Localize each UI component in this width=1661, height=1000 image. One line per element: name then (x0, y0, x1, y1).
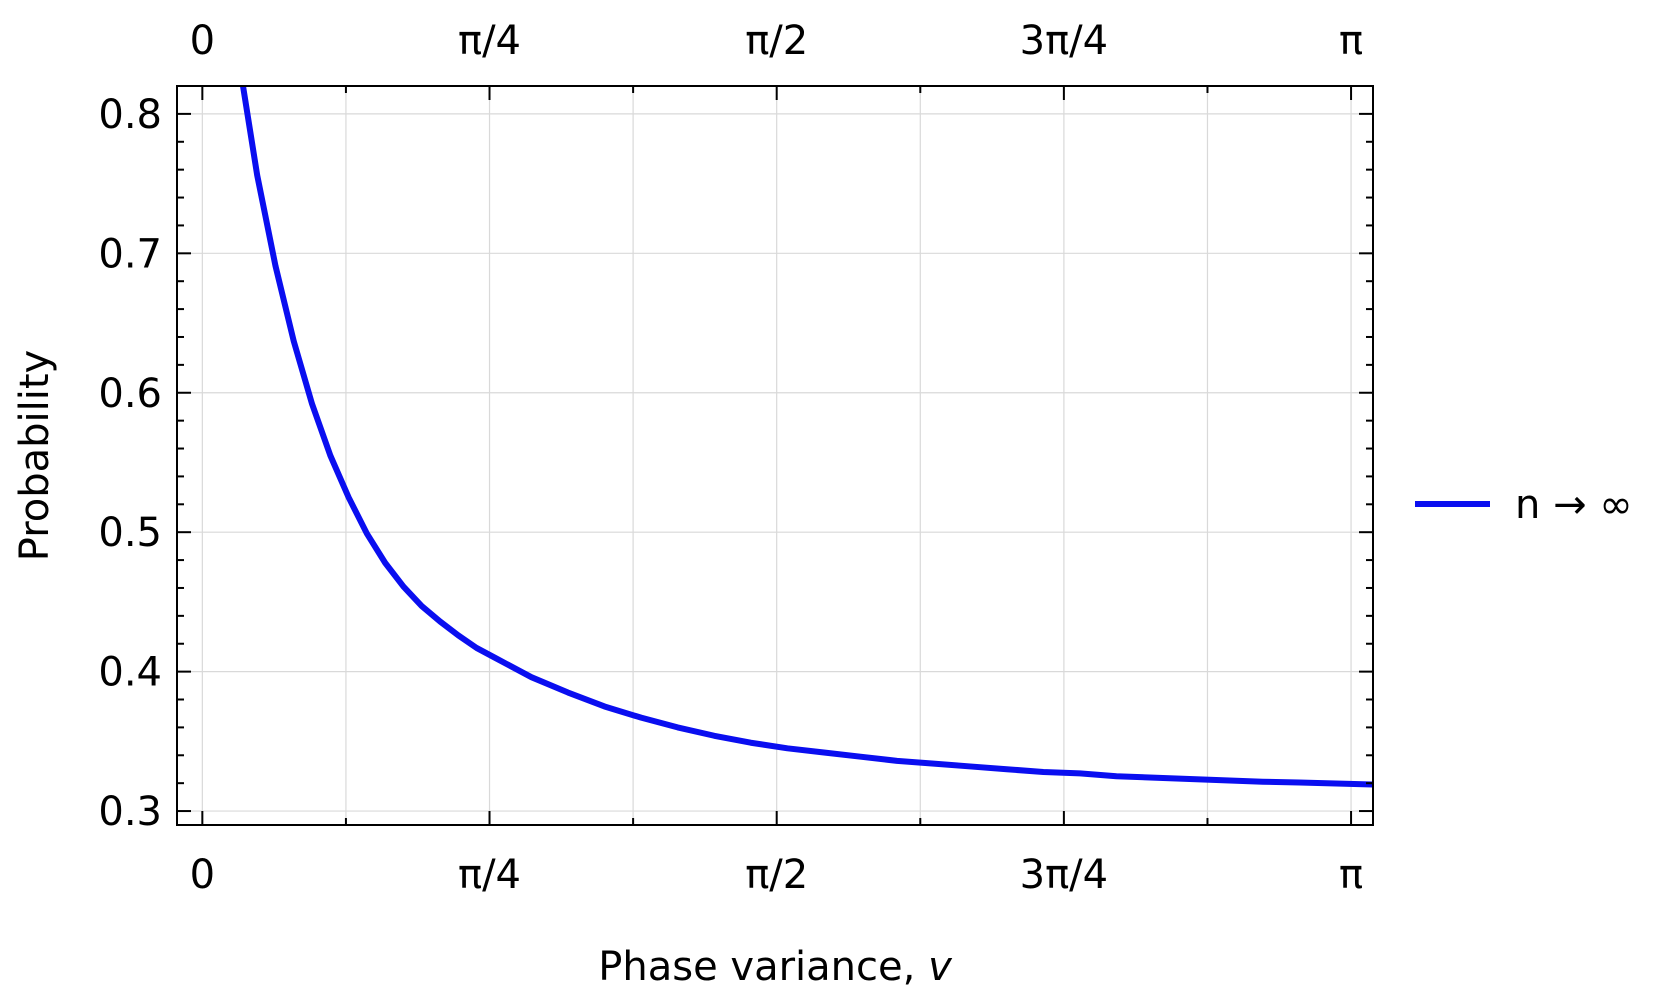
y-tick-label: 0.7 (98, 231, 162, 277)
y-tick-label: 0.8 (98, 92, 162, 138)
legend-label: n → ∞ (1515, 482, 1633, 528)
y-tick-label: 0.5 (98, 510, 162, 556)
series-layer (239, 86, 1373, 788)
x-tick-label-top: π/2 (745, 18, 808, 64)
y-tick-label: 0.3 (98, 789, 162, 835)
x-tick-label: 3π/4 (1020, 852, 1108, 898)
x-tick-label: π (1339, 852, 1363, 898)
x-tick-label: π/2 (745, 852, 808, 898)
legend: n → ∞ (1415, 482, 1633, 528)
y-axis-title: Probability (12, 350, 58, 561)
x-tick-label: 0 (190, 852, 215, 898)
x-axis-title-text: Phase variance, (598, 944, 928, 990)
x-tick-label-top: π (1339, 18, 1363, 64)
x-tick-label-top: π/4 (458, 18, 521, 64)
x-axis-title: Phase variance, v (598, 944, 953, 990)
y-tick-label: 0.4 (98, 650, 162, 696)
x-tick-label-top: 3π/4 (1020, 18, 1108, 64)
series-line (239, 86, 1373, 788)
grid-lines (177, 86, 1373, 825)
x-tick-label-top: 0 (190, 18, 215, 64)
tick-labels: 0 0 π/4 π/4 π/2 π/2 3π/4 3π/4 π π 0.3 0.4 0.5 0.6 0.7 0… (98, 18, 1363, 898)
axis-ticks (177, 85, 1373, 825)
x-axis-title-variable: v (928, 944, 953, 990)
x-tick-label: π/4 (458, 852, 521, 898)
y-tick-label: 0.6 (98, 371, 162, 417)
plot-frame (176, 85, 1374, 826)
